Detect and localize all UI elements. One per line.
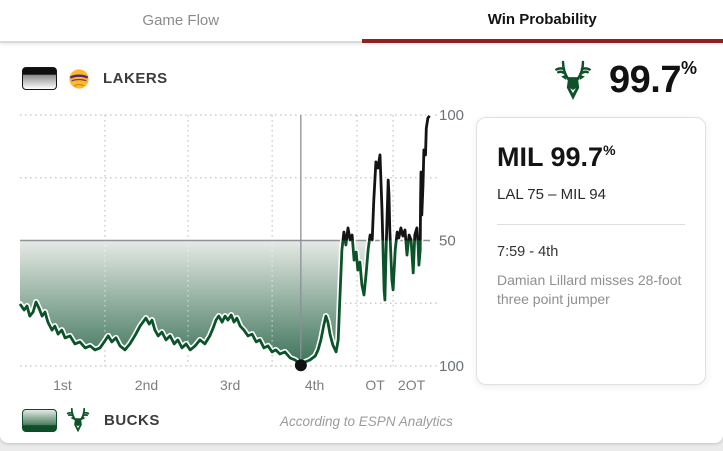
- tooltip-headline: MIL 99.7%: [497, 142, 616, 172]
- tab-win-probability[interactable]: Win Probability: [361, 0, 723, 43]
- probability-area-fill: [20, 240, 430, 366]
- lakers-logo-icon: [69, 68, 89, 89]
- featured-percentage: 99.7%: [609, 58, 697, 101]
- y-axis-tick-label: 100: [439, 358, 464, 375]
- tab-game-flow[interactable]: Game Flow: [0, 0, 362, 43]
- away-team-legend: LAKERS: [22, 67, 168, 90]
- probability-line-mil: [18, 240, 422, 367]
- away-team-label: LAKERS: [103, 70, 168, 87]
- x-axis-period-label: OT: [365, 377, 385, 393]
- play-tooltip-card: MIL 99.7% LAL 75 – MIL 94 7:59 - 4th Dam…: [476, 117, 706, 385]
- x-axis-period-label: 2OT: [398, 377, 426, 393]
- win-probability-chart[interactable]: 100 50 100 1st 2nd 3rd 4th OT 2OT: [0, 95, 475, 405]
- tooltip-play-description: Damian Lillard misses 28-foot three poin…: [497, 272, 682, 308]
- featured-win-probability: 99.7%: [554, 58, 697, 102]
- tooltip-game-clock: 7:59 - 4th: [497, 244, 559, 260]
- home-team-legend: BUCKS: [22, 407, 160, 433]
- bucks-logo-icon: [66, 407, 90, 433]
- percent-sign: %: [603, 142, 616, 158]
- bucks-logo-icon: [555, 60, 591, 100]
- x-axis-period-label: 4th: [305, 377, 324, 393]
- x-axis-period-label: 2nd: [135, 377, 158, 393]
- percent-sign: %: [680, 58, 697, 78]
- x-axis-period-label: 3rd: [220, 377, 240, 393]
- lakers-legend-swatch: [22, 67, 57, 90]
- bucks-legend-swatch: [22, 408, 57, 432]
- probability-line-lal: [341, 114, 431, 241]
- tab-win-probability-label: Win Probability: [487, 11, 597, 28]
- y-axis-tick-label: 50: [439, 233, 456, 250]
- home-team-label: BUCKS: [104, 411, 160, 429]
- selected-point-marker[interactable]: [294, 359, 307, 372]
- espn-analytics-attribution: According to ESPN Analytics: [280, 414, 453, 429]
- tooltip-score: LAL 75 – MIL 94: [497, 186, 606, 203]
- y-axis-tick-label: 100: [439, 107, 464, 124]
- x-axis-period-label: 1st: [53, 377, 72, 393]
- tab-game-flow-label: Game Flow: [142, 12, 220, 29]
- tab-bar: Game Flow Win Probability: [0, 0, 723, 43]
- tooltip-divider: [497, 224, 685, 225]
